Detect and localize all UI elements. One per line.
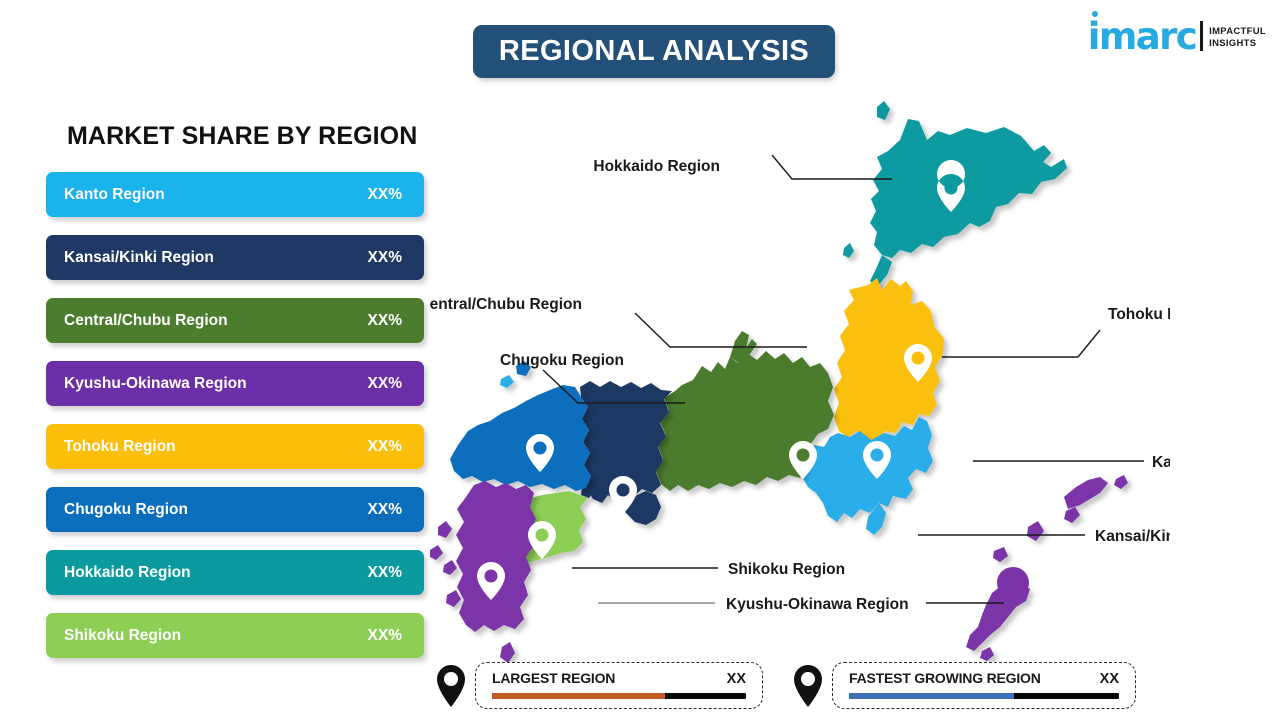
map-label-chugoku: Chugoku Region <box>500 352 624 369</box>
kyushu-goto-islands <box>430 521 457 575</box>
largest-region-value: XX <box>726 671 746 687</box>
hokkaido-tail-south <box>870 255 892 287</box>
oki-islet <box>500 375 514 388</box>
map-pin-chubu[interactable] <box>789 441 817 479</box>
largest-region-progress-fill <box>492 693 665 699</box>
kansai-shape <box>580 381 672 503</box>
legend-row-kyushu-okinawa[interactable]: Kyushu-Okinawa Region XX% <box>46 361 424 406</box>
hokkaido-islet-north <box>877 101 890 120</box>
legend-label: Central/Chubu Region <box>64 311 228 329</box>
map-pin-kanto[interactable] <box>863 441 891 479</box>
legend-row-shikoku[interactable]: Shikoku Region XX% <box>46 613 424 658</box>
map-pin-kyushu[interactable] <box>477 562 505 600</box>
legend-label: Shikoku Region <box>64 626 182 644</box>
legend-label: Kyushu-Okinawa Region <box>64 374 247 392</box>
legend-label: Tohoku Region <box>64 437 176 455</box>
fastest-growing-region-value: XX <box>1099 671 1119 687</box>
fastest-growing-region-box: FASTEST GROWING REGION XX <box>832 662 1136 709</box>
legend-value: XX% <box>367 311 402 329</box>
map-label-kyushu-okinawa: Kyushu-Okinawa Region <box>726 596 909 613</box>
legend-row-kansai[interactable]: Kansai/Kinki Region XX% <box>46 235 424 280</box>
legend-value: XX% <box>367 185 402 203</box>
ryukyu-islet-b <box>1027 521 1044 541</box>
largest-region-callout[interactable]: LARGEST REGION XX <box>436 662 763 709</box>
map-pin-shikoku[interactable] <box>528 521 556 559</box>
logo-tagline-line2: INSIGHTS <box>1209 38 1257 49</box>
page-title: REGIONAL ANALYSIS <box>498 35 810 67</box>
map-label-hokkaido: Hokkaido Region <box>593 158 720 175</box>
map-pin-hokkaido[interactable] <box>937 160 966 212</box>
okinawa-islet <box>980 647 994 661</box>
map-label-chubu: Central/Chubu Region <box>430 296 582 313</box>
japan-regional-map: Hokkaido Region Tohoku Region Kanto Regi… <box>430 95 1170 665</box>
legend-value: XX% <box>367 374 402 392</box>
kanto-shape <box>801 417 933 522</box>
legend-row-chubu[interactable]: Central/Chubu Region XX% <box>46 298 424 343</box>
chugoku-shape <box>450 385 591 491</box>
leader-chubu <box>634 312 807 348</box>
kyushu-shape <box>456 481 536 632</box>
map-region-chugoku[interactable] <box>450 361 591 491</box>
tohoku-shape <box>834 278 944 440</box>
legend-value: XX% <box>367 500 402 518</box>
map-region-hokkaido[interactable] <box>843 101 1067 287</box>
legend-label: Kanto Region <box>64 185 165 203</box>
logo-wordmark-text: imarc <box>1087 15 1198 58</box>
ryukyu-islet-c <box>993 547 1008 562</box>
kanto-boso-peninsula <box>866 503 886 535</box>
map-pin-kansai[interactable] <box>609 476 637 514</box>
map-label-kansai: Kansai/Kinki Region <box>1095 528 1170 545</box>
logo-tagline: IMPACTFUL INSIGHTS <box>1209 26 1266 50</box>
map-region-tohoku[interactable] <box>834 278 944 440</box>
map-label-tohoku: Tohoku Region <box>1108 306 1170 323</box>
legend-value: XX% <box>367 626 402 644</box>
legend-row-kanto[interactable]: Kanto Region XX% <box>46 172 424 217</box>
leader-hokkaido <box>771 154 892 180</box>
legend-row-tohoku[interactable]: Tohoku Region XX% <box>46 424 424 469</box>
legend-label: Hokkaido Region <box>64 563 191 581</box>
logo-dot-icon <box>1091 11 1098 17</box>
map-label-shikoku: Shikoku Region <box>728 561 845 578</box>
fastest-growing-region-title: FASTEST GROWING REGION <box>849 670 1041 686</box>
market-share-heading: MARKET SHARE BY REGION <box>67 122 418 150</box>
legend-row-hokkaido[interactable]: Hokkaido Region XX% <box>46 550 424 595</box>
map-label-kanto: Kanto Region <box>1152 454 1170 471</box>
hokkaido-shape <box>870 119 1067 258</box>
map-pin-okinawa[interactable] <box>997 567 1029 610</box>
largest-region-progress-track <box>492 693 746 699</box>
legend-value: XX% <box>367 563 402 581</box>
fastest-growing-region-progress-fill <box>849 693 1014 699</box>
legend-value: XX% <box>367 248 402 266</box>
logo-divider <box>1200 21 1204 51</box>
kyushu-tanegashima <box>500 642 515 663</box>
logo-wordmark: imarc <box>1088 11 1198 55</box>
largest-region-box: LARGEST REGION XX <box>475 662 763 709</box>
hokkaido-islet-west <box>843 243 854 258</box>
legend-value: XX% <box>367 437 402 455</box>
page-title-banner: REGIONAL ANALYSIS <box>473 25 835 78</box>
logo-tagline-line1: IMPACTFUL <box>1209 26 1266 37</box>
imarc-logo: imarc IMPACTFUL INSIGHTS <box>1088 11 1266 55</box>
location-pin-icon <box>794 664 822 707</box>
leader-tohoku <box>942 329 1101 358</box>
largest-region-title: LARGEST REGION <box>492 670 616 686</box>
ryukyu-islet-a <box>1114 475 1128 489</box>
map-pin-chugoku[interactable] <box>526 434 554 472</box>
map-pin-tohoku[interactable] <box>904 344 932 382</box>
legend-row-chugoku[interactable]: Chugoku Region XX% <box>46 487 424 532</box>
market-share-legend-list: Kanto Region XX% Kansai/Kinki Region XX%… <box>46 172 424 676</box>
oki-islands <box>516 361 531 376</box>
location-pin-icon <box>437 664 465 707</box>
map-region-kanto[interactable] <box>801 417 933 535</box>
legend-label: Kansai/Kinki Region <box>64 248 214 266</box>
fastest-growing-region-callout[interactable]: FASTEST GROWING REGION XX <box>793 662 1136 709</box>
amami-islands <box>1064 477 1108 523</box>
fastest-growing-region-progress-track <box>849 693 1119 699</box>
leader-chugoku <box>542 369 685 404</box>
legend-label: Chugoku Region <box>64 500 188 518</box>
kyushu-amakusa <box>446 590 461 607</box>
